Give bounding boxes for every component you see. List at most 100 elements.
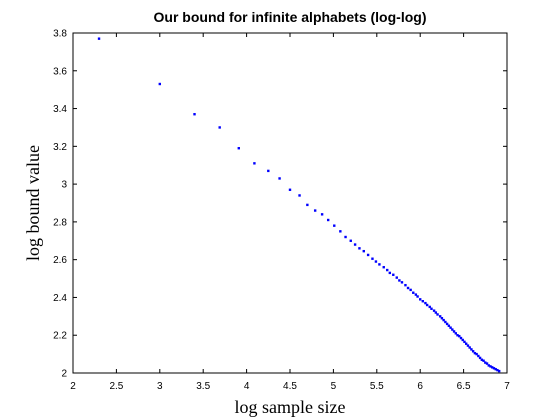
y-tick-label: 2.6 bbox=[53, 255, 67, 266]
data-point bbox=[484, 361, 487, 364]
data-point bbox=[412, 291, 415, 294]
x-tick-label: 4 bbox=[244, 381, 250, 392]
data-point bbox=[478, 356, 482, 360]
data-point bbox=[333, 224, 336, 227]
data-point bbox=[362, 249, 365, 253]
data-point bbox=[477, 354, 480, 358]
data-point bbox=[218, 126, 221, 129]
x-tick-label: 3 bbox=[157, 381, 163, 392]
data-point bbox=[491, 366, 494, 369]
data-point bbox=[386, 268, 389, 272]
data-point bbox=[449, 326, 452, 329]
data-point bbox=[414, 293, 418, 296]
y-tick-label: 3.6 bbox=[53, 66, 67, 77]
y-tick-label: 3.8 bbox=[53, 29, 67, 40]
data-point bbox=[461, 338, 464, 342]
data-point bbox=[406, 286, 410, 290]
data-point bbox=[496, 368, 499, 372]
data-point bbox=[432, 309, 436, 312]
x-tick-label: 4.5 bbox=[283, 381, 297, 392]
data-point bbox=[392, 273, 395, 276]
x-tick-label: 6 bbox=[417, 381, 423, 392]
x-tick-label: 5.5 bbox=[370, 381, 384, 392]
data-point bbox=[97, 37, 101, 40]
data-point bbox=[451, 328, 454, 331]
y-axis-ticks: 2 2.2 2.4 2.6 2.8 3 3.2 3.4 3.6 3.8 bbox=[53, 29, 507, 380]
x-axis-label: log sample size bbox=[235, 397, 346, 417]
data-point bbox=[445, 322, 449, 326]
data-point bbox=[487, 364, 490, 367]
data-point bbox=[419, 298, 422, 301]
data-point bbox=[288, 188, 292, 191]
y-axis-label: log bound value bbox=[23, 145, 43, 261]
data-point bbox=[425, 303, 429, 307]
data-point bbox=[395, 276, 398, 279]
data-point bbox=[416, 295, 419, 298]
data-point bbox=[482, 359, 485, 362]
data-point bbox=[267, 169, 270, 173]
data-point bbox=[298, 194, 301, 197]
data-point bbox=[344, 235, 347, 239]
data-point bbox=[468, 346, 471, 349]
data-point bbox=[378, 263, 381, 266]
data-point bbox=[158, 82, 161, 86]
data-point bbox=[497, 369, 501, 373]
data-point bbox=[465, 342, 468, 345]
data-point bbox=[456, 334, 459, 337]
data-point bbox=[436, 313, 439, 316]
data-point bbox=[366, 253, 370, 257]
data-point bbox=[480, 358, 484, 361]
y-tick-label: 3 bbox=[61, 180, 67, 191]
data-point bbox=[358, 247, 361, 250]
y-tick-label: 2 bbox=[61, 369, 67, 380]
x-tick-label: 3.5 bbox=[196, 381, 210, 392]
x-tick-label: 2.5 bbox=[109, 381, 123, 392]
data-point bbox=[463, 340, 466, 344]
data-point bbox=[471, 350, 475, 353]
data-point bbox=[306, 203, 309, 207]
data-point bbox=[339, 230, 342, 233]
data-point bbox=[492, 367, 496, 370]
y-tick-label: 3.2 bbox=[53, 142, 67, 153]
data-point bbox=[371, 257, 374, 260]
data-point bbox=[398, 279, 401, 282]
data-point bbox=[193, 113, 196, 116]
data-point bbox=[428, 305, 431, 309]
data-point bbox=[494, 368, 497, 371]
data-point bbox=[320, 213, 324, 216]
data-points bbox=[97, 37, 501, 373]
data-point bbox=[438, 315, 442, 318]
data-point bbox=[459, 336, 463, 340]
data-point bbox=[485, 362, 489, 365]
data-point bbox=[353, 243, 357, 246]
data-point bbox=[421, 300, 425, 303]
data-point bbox=[374, 260, 378, 263]
x-tick-label: 5 bbox=[331, 381, 337, 392]
data-point bbox=[382, 266, 385, 269]
x-axis-ticks: 2 2.5 3 3.5 4 4.5 5 5.5 6 6.5 7 bbox=[70, 33, 510, 392]
data-point bbox=[442, 318, 445, 322]
x-tick-label: 2 bbox=[70, 381, 76, 392]
data-point bbox=[470, 348, 473, 351]
data-point bbox=[424, 301, 427, 305]
data-point bbox=[237, 147, 240, 150]
data-point bbox=[473, 351, 477, 355]
y-tick-label: 2.4 bbox=[53, 293, 67, 304]
x-tick-label: 7 bbox=[504, 381, 510, 392]
data-point bbox=[452, 330, 456, 333]
data-point bbox=[400, 281, 404, 284]
data-point bbox=[404, 283, 407, 287]
data-point bbox=[349, 239, 352, 242]
data-point bbox=[278, 177, 281, 180]
data-point bbox=[447, 324, 451, 327]
data-point bbox=[409, 288, 412, 292]
y-tick-label: 2.8 bbox=[53, 217, 67, 228]
data-point bbox=[313, 209, 317, 212]
data-point bbox=[326, 218, 330, 222]
data-point bbox=[440, 317, 444, 320]
data-point bbox=[434, 311, 438, 314]
x-tick-label: 6.5 bbox=[457, 381, 471, 392]
chart-title: Our bound for infinite alphabets (log-lo… bbox=[154, 9, 427, 25]
data-point bbox=[253, 162, 256, 165]
